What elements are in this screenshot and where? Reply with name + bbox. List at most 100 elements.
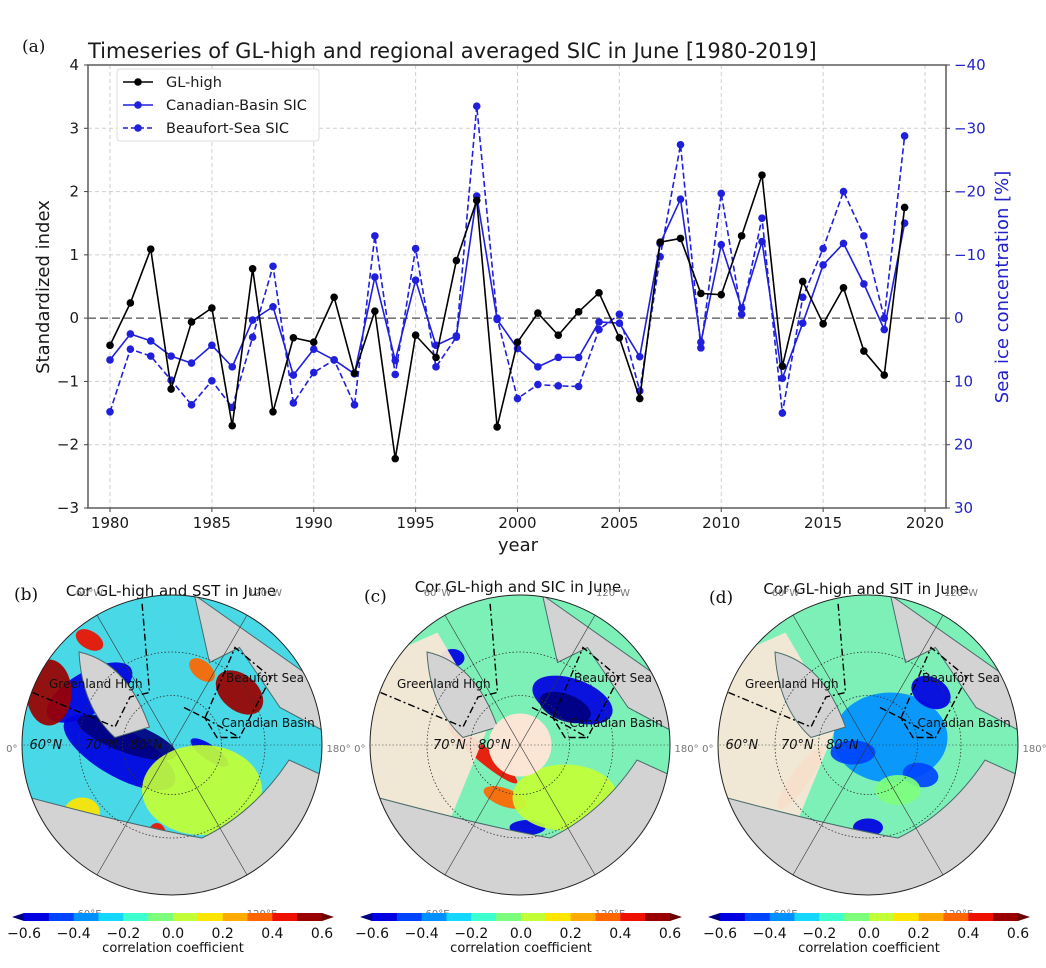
data-point-gl-high	[880, 371, 889, 379]
data-point-gl-high	[574, 308, 583, 316]
longitude-label: 120°W	[596, 588, 630, 599]
colorbar-extend-low	[708, 913, 720, 921]
series-gl-high	[106, 171, 909, 463]
legend-marker-gl-high	[134, 78, 142, 86]
data-point-gl-high	[432, 353, 440, 362]
panel-a-timeseries: (a) Timeseries of GL-high and regional a…	[22, 37, 1013, 556]
y-right-tick-label: −20	[954, 183, 986, 201]
data-point-beaufort-sea-sic	[248, 333, 257, 341]
colorbar-segment	[720, 913, 746, 921]
latitude-circle	[78, 651, 266, 839]
meridian-line	[171, 614, 248, 746]
colorbar-label: correlation coefficient	[798, 941, 940, 956]
region-label: Canadian Basin	[918, 716, 1011, 730]
colorbar-segment	[272, 913, 298, 921]
longitude-label: 180°	[675, 744, 699, 755]
colorbar-extend-low	[360, 913, 372, 921]
y-axis-ticks: −3 −2 −1 0 1 2 3 4	[57, 56, 88, 517]
data-point-beaufort-sea-sic	[676, 140, 685, 149]
panel-b-sst-map: (b) Cor GL-high and SST in June 60°W 120°…	[6, 582, 350, 956]
data-point-gl-high	[900, 203, 909, 212]
series-line-gl-high	[109, 174, 906, 460]
data-point-gl-high	[248, 264, 257, 273]
data-point-canadian-basin-sic	[330, 356, 338, 364]
data-point-canadian-basin-sic	[839, 239, 848, 248]
colorbar-tick-label: 0.4	[957, 926, 979, 942]
latitude-label: 70°N	[781, 738, 814, 753]
data-point-gl-high	[656, 238, 664, 246]
data-point-beaufort-sea-sic	[900, 132, 909, 140]
map-title: Cor GL-high and SIT in June	[763, 580, 968, 598]
data-point-canadian-basin-sic	[106, 356, 114, 364]
x-axis-ticks: 1980 1985 1990 1995 2000 2005 2010 2015 2020	[91, 508, 944, 532]
data-point-gl-high	[371, 307, 379, 315]
beaufort-sea-box	[900, 646, 968, 739]
colorbar-tick-label: −0.6	[355, 926, 389, 942]
correlation-patch	[215, 670, 264, 715]
series-layer	[106, 102, 909, 463]
data-point-beaufort-sea-sic	[432, 363, 440, 371]
data-point-canadian-basin-sic	[778, 374, 787, 383]
land-mass	[541, 595, 670, 731]
data-point-gl-high	[595, 289, 603, 297]
colorbar-segment	[48, 913, 75, 921]
colorbar-segment	[496, 913, 522, 921]
x-tick-label: 2015	[804, 514, 842, 532]
colorbar-segment	[918, 913, 944, 921]
beaufort-sea-box	[552, 646, 620, 739]
data-point-gl-high	[146, 245, 155, 253]
colorbar-segment	[73, 913, 99, 921]
legend-item-gl-high: GL-high	[123, 75, 222, 91]
colorbar-segment	[570, 913, 596, 921]
latitude-label: 60°N	[726, 738, 759, 753]
data-point-beaufort-sea-sic	[697, 344, 705, 352]
data-point-canadian-basin-sic	[860, 280, 868, 288]
colorbar-tick-label: 0.0	[510, 926, 532, 942]
correlation-patch	[539, 691, 591, 724]
data-point-canadian-basin-sic	[595, 318, 603, 326]
colorbar-segment	[943, 913, 969, 921]
correlation-patch	[911, 675, 951, 710]
data-point-gl-high	[778, 362, 787, 371]
colorbar-segment	[844, 913, 870, 921]
correlation-patch	[875, 775, 921, 805]
data-point-beaufort-sea-sic	[615, 310, 624, 319]
correlation-patch	[75, 629, 104, 651]
data-point-gl-high	[554, 331, 563, 340]
greenland-high-box	[728, 602, 847, 728]
colorbar-segment	[521, 913, 547, 921]
y-right-tick-label: 10	[954, 372, 973, 390]
data-point-beaufort-sea-sic	[309, 368, 318, 377]
legend-item-canadian-basin: Canadian-Basin SIC	[123, 98, 307, 114]
colorbar-label: correlation coefficient	[450, 941, 592, 956]
colorbar-tick-label: 0.0	[858, 926, 880, 942]
data-point-gl-high	[289, 333, 298, 342]
canadian-basin-box	[879, 706, 936, 739]
data-point-canadian-basin-sic	[391, 356, 400, 365]
panel-d-sit-map: (d) Cor GL-high and SIT in June 60°W 120°…	[702, 580, 1046, 956]
y-tick-label: −1	[57, 372, 79, 390]
colorbar-tick-label: 0.2	[560, 926, 582, 942]
data-point-canadian-basin-sic	[758, 237, 766, 246]
data-point-beaufort-sea-sic	[737, 310, 746, 319]
correlation-patch	[77, 714, 177, 761]
data-point-beaufort-sea-sic	[371, 232, 379, 240]
x-tick-label: 1985	[193, 514, 231, 532]
data-point-gl-high	[697, 289, 705, 298]
data-point-canadian-basin-sic	[635, 352, 644, 361]
data-point-gl-high	[330, 293, 338, 302]
data-point-canadian-basin-sic	[146, 337, 155, 345]
longitude-label: 180°	[327, 744, 351, 755]
y-right-tick-label: 30	[954, 499, 973, 517]
data-point-canadian-basin-sic	[167, 352, 175, 360]
beaufort-sea-box	[204, 646, 272, 739]
y-tick-label: 2	[69, 183, 79, 201]
x-tick-label: 1980	[91, 514, 129, 532]
land-mass	[718, 759, 1018, 895]
longitude-label: 120°W	[248, 588, 282, 599]
region-label: Greenland High	[397, 677, 491, 691]
colorbar-tick-label: 0.6	[311, 926, 333, 942]
region-label: Greenland High	[49, 677, 143, 691]
region-label: Greenland High	[745, 677, 839, 691]
data-point-gl-high	[208, 304, 216, 312]
